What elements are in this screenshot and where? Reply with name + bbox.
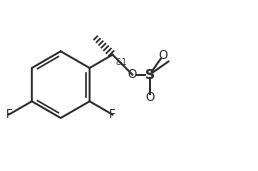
Text: F: F [6, 108, 12, 121]
Text: O: O [145, 91, 154, 104]
Text: S: S [144, 68, 155, 82]
Text: F: F [109, 108, 116, 121]
Text: O: O [158, 49, 167, 62]
Text: &1: &1 [116, 58, 127, 67]
Text: O: O [128, 68, 137, 81]
